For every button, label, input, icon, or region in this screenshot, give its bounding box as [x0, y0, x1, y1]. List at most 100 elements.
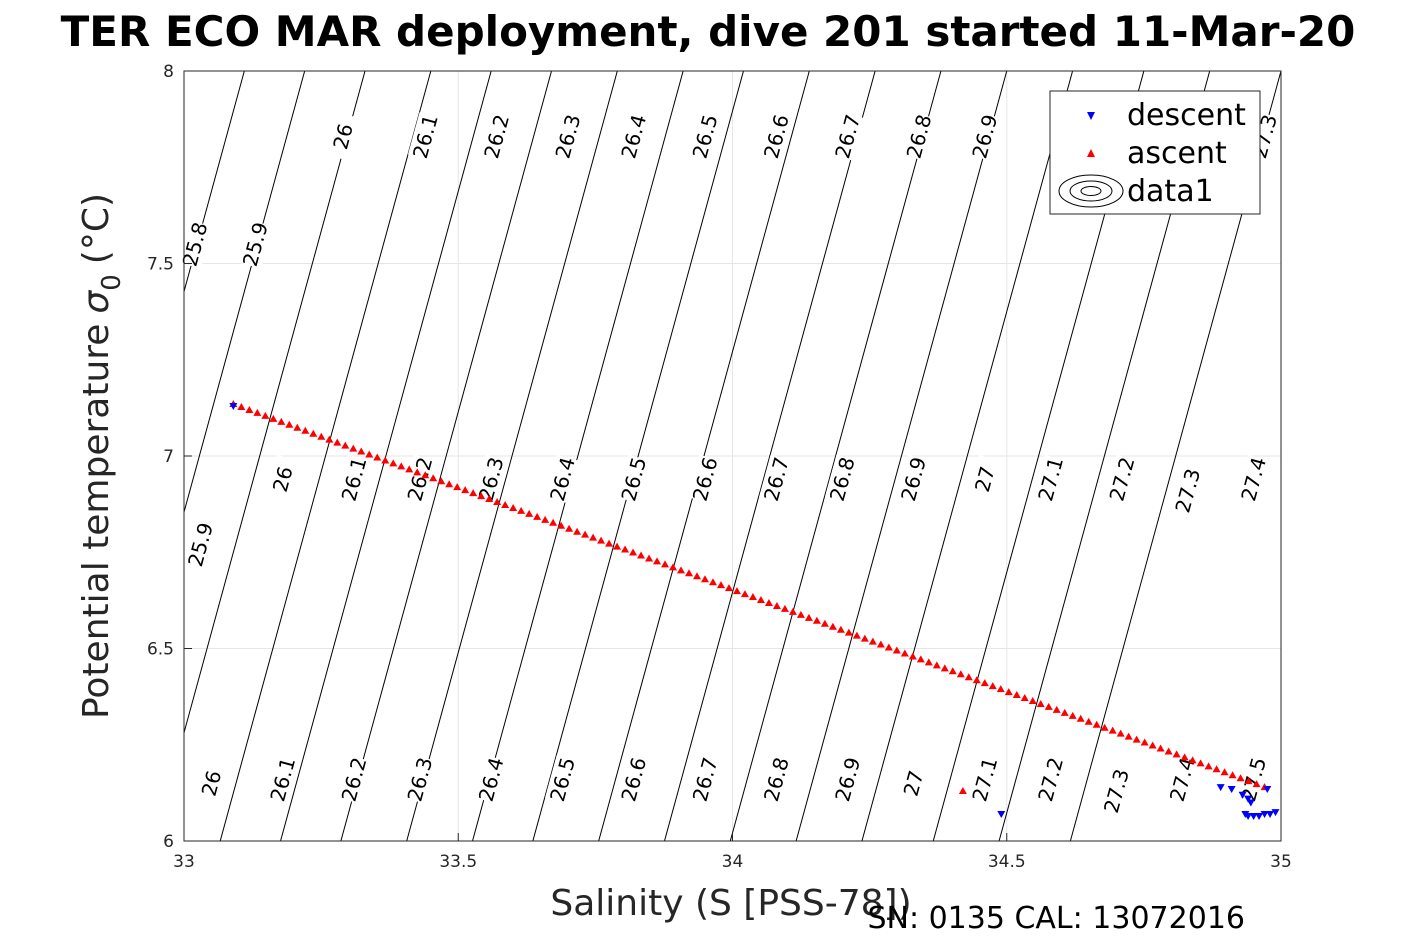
- legend-contour-icon: [1058, 174, 1124, 208]
- contour-label-bg: [967, 454, 1003, 504]
- ascent-point: [613, 542, 622, 550]
- contour-label-26.1: 26.1: [408, 112, 443, 161]
- ascent-point: [860, 634, 869, 642]
- ascent-point: [1028, 696, 1037, 704]
- ascent-point: [716, 581, 725, 589]
- ascent-point: [429, 474, 438, 482]
- serial-calibration-footer: SN: 0135 CAL: 13072016: [867, 901, 1245, 936]
- ascent-point: [269, 414, 278, 422]
- ascent-point: [804, 613, 813, 621]
- ascent-point: [924, 658, 933, 666]
- ascent-point: [764, 598, 773, 606]
- ascent-point: [1212, 765, 1221, 773]
- ascent-point: [365, 450, 374, 458]
- ascent-point: [1036, 699, 1045, 707]
- contour-label-25.8: 25.8: [178, 220, 213, 269]
- ascent-point: [980, 679, 989, 687]
- contour-label-bg: [1164, 755, 1200, 804]
- contour-label-26.8: 26.8: [825, 454, 860, 503]
- contour-label-27.3: 27.3: [1170, 466, 1205, 515]
- ascent-point: [1172, 750, 1181, 758]
- contour-label-26.1: 26.1: [265, 755, 300, 804]
- contour-label-26.9: 26.9: [896, 454, 931, 503]
- ascent-point: [1148, 741, 1157, 749]
- ascent-point: [1188, 756, 1197, 764]
- contour-label-26.9: 26.9: [830, 755, 865, 804]
- ascent-point: [1228, 771, 1237, 779]
- ascent-point: [621, 545, 630, 553]
- ascent-point: [1084, 717, 1093, 725]
- contour-label-27.1: 27.1: [967, 755, 1002, 804]
- contour-label-27.4: 27.4: [1236, 454, 1271, 503]
- contour-line-26.6: [472, 71, 684, 841]
- ascent-point: [1060, 708, 1069, 716]
- contour-label-bg: [896, 454, 931, 504]
- ascent-point: [820, 619, 829, 627]
- ascent-point: [573, 527, 582, 535]
- contour-line-26.1: [184, 71, 366, 735]
- ascent-point: [1180, 753, 1189, 761]
- ascent-point: [1108, 726, 1117, 734]
- ascent-point: [1004, 688, 1013, 696]
- ascent-point: [1220, 768, 1229, 776]
- descent-point: [1260, 811, 1269, 819]
- x-tick-label: 35: [1270, 852, 1292, 872]
- ascent-point: [317, 432, 326, 440]
- contour-label-bg: [177, 219, 213, 269]
- ascent-point: [1204, 762, 1213, 770]
- contour-label-bg: [473, 454, 509, 504]
- contour-label-26.2: 26.2: [337, 755, 372, 804]
- contour-label-26.7: 26.7: [759, 454, 794, 503]
- contour-line-27: [729, 71, 942, 841]
- ascent-point: [1156, 744, 1165, 752]
- axis-ticks: 33 33.5 34 34.5 35 6 6.5 7 7.5 8: [147, 62, 1292, 872]
- contour-label-26.6: 26.6: [688, 454, 723, 503]
- ascent-point: [493, 498, 502, 506]
- ascent-point: [629, 548, 638, 556]
- contour-label-bg: [896, 758, 931, 808]
- descent-point: [1244, 795, 1253, 803]
- contour-label-bg: [1236, 755, 1271, 804]
- descent-point: [1244, 812, 1253, 820]
- chart-title: TER ECO MAR deployment, dive 201 started…: [61, 7, 1356, 56]
- ascent-point: [908, 652, 917, 660]
- ascent-point: [381, 456, 390, 464]
- ascent-point: [445, 480, 454, 488]
- ascent-point: [1116, 729, 1125, 737]
- descent-point: [997, 811, 1006, 819]
- x-axis-label: Salinity (S [PSS-78]): [550, 883, 911, 924]
- ascent-point: [732, 587, 741, 595]
- svg-text:Potential temperatureσ0(°C): Potential temperature σ0 (°C): [76, 193, 127, 719]
- y-axis-label-text: Potential temperature: [76, 324, 117, 719]
- ascent-point: [285, 420, 294, 428]
- ascent-point: [1164, 747, 1173, 755]
- ascent-point: [788, 607, 797, 615]
- ascent-point: [900, 649, 909, 657]
- data-points: [229, 400, 1280, 820]
- ascent-point: [700, 575, 709, 583]
- contour-label-25.9: 25.9: [238, 220, 273, 269]
- contour-label-26.5: 26.5: [616, 454, 651, 503]
- ascent-point: [301, 426, 310, 434]
- ascent-point: [812, 616, 821, 624]
- ascent-point: [237, 402, 246, 410]
- ascent-point: [892, 646, 901, 654]
- y-axis-label-unit: (°C): [76, 193, 117, 264]
- ascent-point: [397, 462, 406, 470]
- ascent-point: [958, 786, 967, 794]
- contour-label-bg: [402, 454, 438, 504]
- contour-label-26.4: 26.4: [616, 112, 651, 161]
- contour-label-bg: [336, 454, 372, 504]
- contour-label-bg: [759, 112, 794, 161]
- contour-label-bg: [616, 755, 652, 804]
- ascent-point: [1252, 780, 1261, 788]
- ascent-point: [637, 551, 646, 559]
- ascent-point: [1196, 759, 1205, 767]
- ascent-point: [740, 590, 749, 598]
- descent-point: [1266, 811, 1275, 819]
- contour-label-26.8: 26.8: [902, 112, 937, 161]
- ascent-point: [501, 500, 510, 508]
- y-tick-label: 6.5: [147, 640, 174, 660]
- descent-point: [1249, 812, 1258, 820]
- ascent-point: [405, 465, 414, 473]
